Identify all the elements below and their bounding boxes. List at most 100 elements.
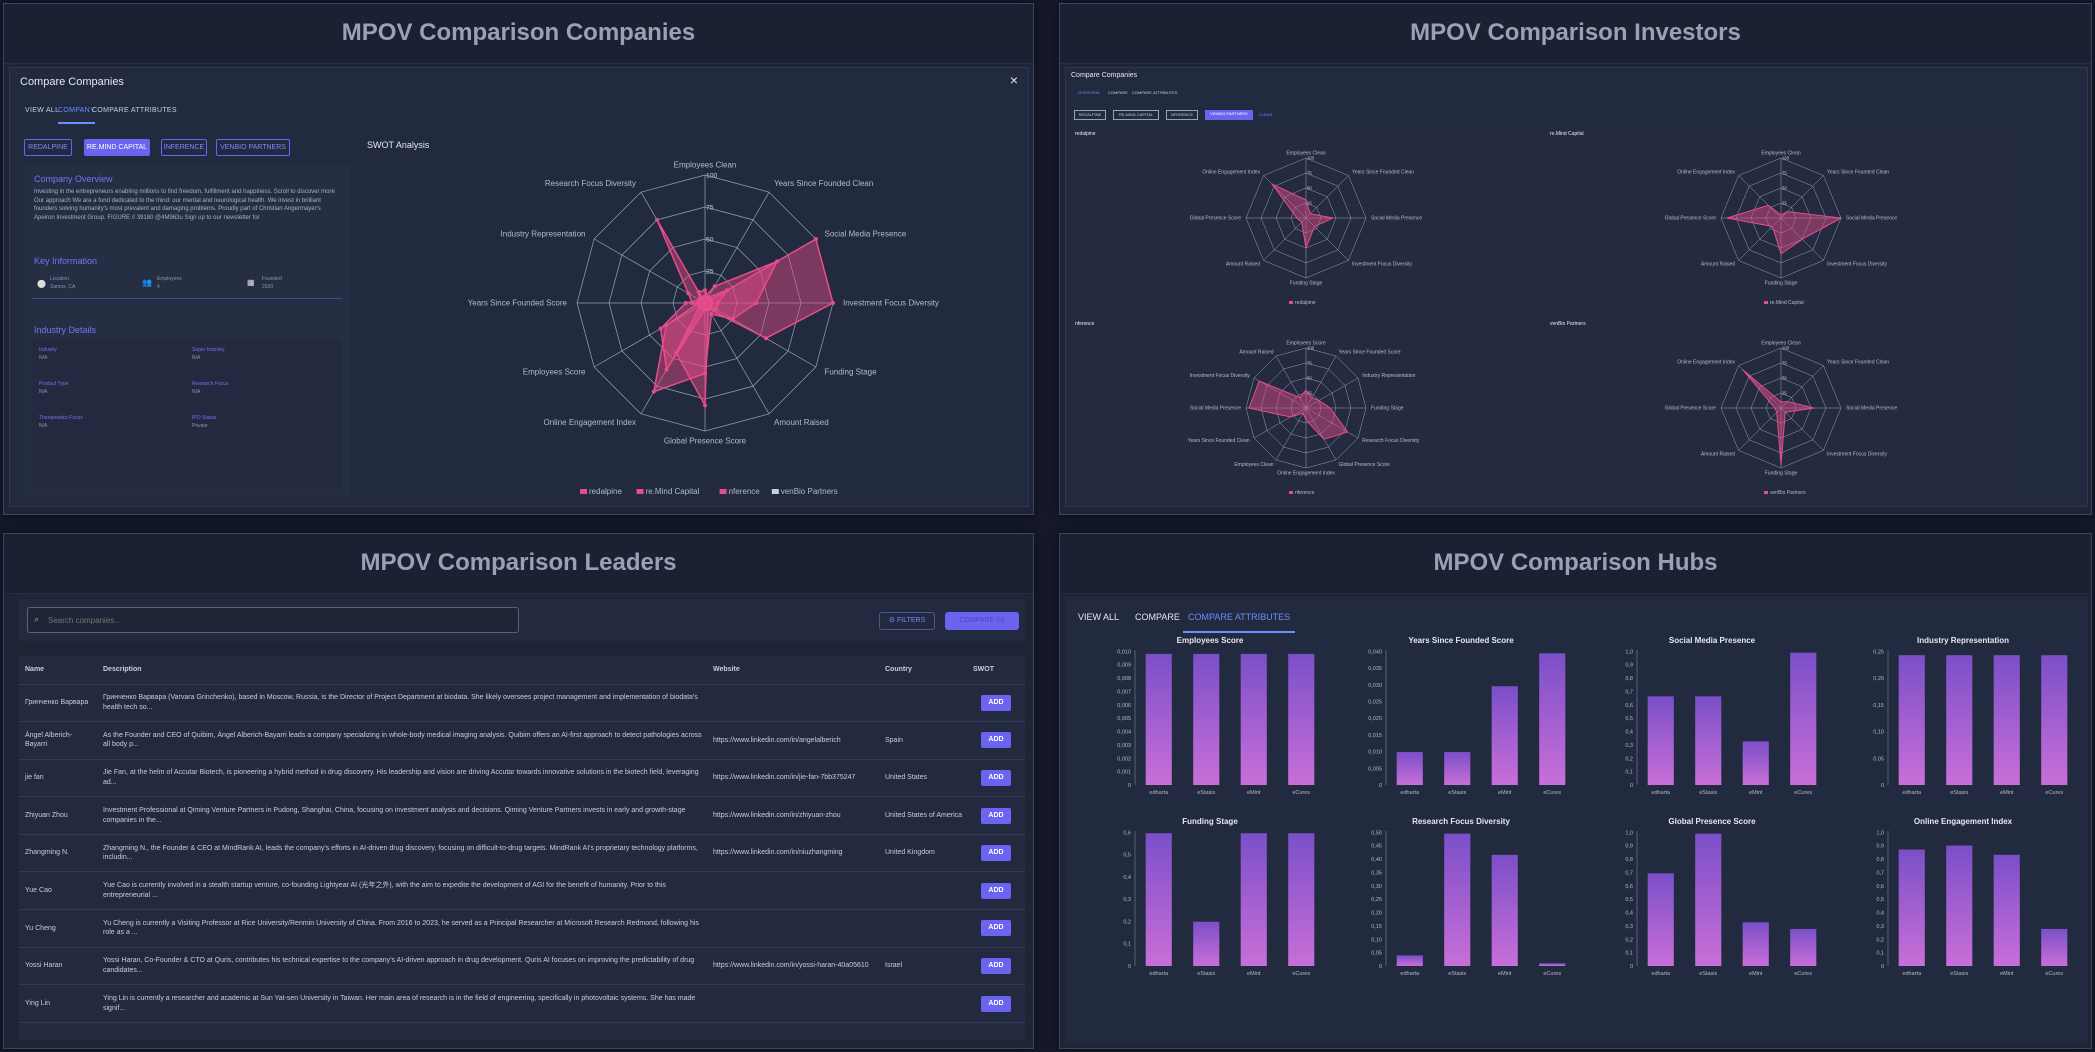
chip-venbio[interactable]: VENBIO PARTNERS [216,139,290,156]
bar[interactable] [1240,653,1267,785]
bar[interactable] [1444,833,1471,966]
tab-compare-attributes[interactable]: COMPARE ATTRIBUTES [1132,90,1178,95]
bar[interactable] [1193,921,1220,966]
tab-view-all[interactable]: VIEW ALL [1078,612,1120,622]
radar-point[interactable] [715,301,720,305]
add-button[interactable]: ADD [981,957,1011,974]
radar-point[interactable] [712,284,717,289]
chip-venbio[interactable]: VENBIO PARTNERS [1205,110,1253,120]
legend-label[interactable]: re.Mind Capital [1770,300,1804,306]
bar[interactable] [1539,963,1566,966]
compare-button[interactable]: COMPARE (0) [945,612,1019,630]
radar-point[interactable] [709,312,714,317]
radar-point[interactable] [703,307,707,312]
chip-redalpine[interactable]: REDALPINE [1074,110,1106,120]
chip-inference[interactable]: INFERENCE [161,139,207,156]
legend-label[interactable]: venBio Partners [781,487,838,496]
radar-point[interactable] [730,317,735,321]
tab-company[interactable]: COMPANY [58,107,95,124]
clear-button[interactable]: CLEAR [1259,112,1273,117]
radar-point[interactable] [706,306,711,311]
add-button[interactable]: ADD [981,845,1011,862]
bar[interactable] [1444,752,1471,785]
leader-website[interactable]: https://www.linkedin.com/in/yossi-haran-… [713,962,869,970]
radar-point[interactable] [686,291,691,296]
bar[interactable] [1288,833,1315,966]
radar-point[interactable] [708,297,713,302]
bar[interactable] [1898,849,1925,966]
bar[interactable] [1396,752,1423,785]
radar-point[interactable] [651,389,656,394]
close-icon[interactable]: × [1009,72,1018,88]
bar[interactable] [2041,655,2068,785]
tab-overview[interactable]: OVERVIEW [1078,90,1100,95]
radar-point[interactable] [703,288,707,293]
bar[interactable] [1790,928,1817,966]
bar[interactable] [1946,655,1973,785]
radar-point[interactable] [775,259,780,264]
legend-label[interactable]: redalpine [1295,300,1316,306]
add-button[interactable]: ADD [981,995,1011,1012]
radar-point[interactable] [697,304,702,309]
bar[interactable] [1993,854,2020,966]
bar[interactable] [1695,833,1722,966]
bar[interactable] [1790,652,1817,785]
bar[interactable] [1491,854,1518,966]
legend-label[interactable]: redalpine [589,487,622,496]
legend-label[interactable]: venBio Partners [1770,490,1806,496]
chip-remind-capital[interactable]: RE.MIND CAPITAL [1113,110,1159,120]
radar-point[interactable] [725,288,730,293]
leader-website[interactable]: https://www.linkedin.com/in/niuzhangming [713,849,843,857]
add-button[interactable]: ADD [981,882,1011,899]
radar-point[interactable] [709,301,714,305]
add-button[interactable]: ADD [981,920,1011,937]
bar[interactable] [1491,686,1518,785]
bar[interactable] [1898,655,1925,785]
add-button[interactable]: ADD [981,769,1011,786]
bar[interactable] [1145,833,1172,966]
legend-label[interactable]: nference [729,487,761,496]
bar[interactable] [1946,845,1973,966]
radar-point[interactable] [831,301,835,305]
add-button[interactable]: ADD [981,732,1011,749]
leader-website[interactable]: https://www.linkedin.com/in/zhiyuan-zhou [713,811,841,819]
leader-website[interactable] [713,910,885,948]
chip-nference[interactable]: NFERENCE [1166,110,1198,120]
tab-compare[interactable]: COMPARE [1108,90,1128,95]
radar-point[interactable] [714,307,719,312]
radar-point[interactable] [658,326,663,331]
table-row[interactable]: Zhiyuan Zhou Investment Professional at Q… [19,797,1025,835]
radar-point[interactable] [683,301,688,305]
radar-point[interactable] [703,371,707,376]
search-field[interactable]: ⌕ [27,607,519,633]
bar[interactable] [1742,741,1769,785]
filters-button[interactable]: ⚙ FILTERS [879,612,935,630]
radar-point[interactable] [813,237,818,241]
legend-label[interactable]: re.Mind Capital [646,487,700,496]
radar-point[interactable] [655,217,659,222]
table-row[interactable]: Zhangming N. Zhangming N., the Founder & … [19,834,1025,872]
table-row[interactable]: Ying Lin Ying Lin is currently a research… [19,985,1025,1023]
bar[interactable] [1240,833,1267,966]
radar-point[interactable] [754,301,759,305]
leader-website[interactable] [713,872,885,910]
bar[interactable] [1288,653,1315,785]
bar[interactable] [1993,655,2020,785]
bar[interactable] [1647,696,1674,785]
add-button[interactable]: ADD [981,694,1011,711]
radar-point[interactable] [696,289,701,294]
tab-view-all[interactable]: VIEW ALL [25,107,60,114]
bar[interactable] [1647,873,1674,966]
radar-point[interactable] [763,336,768,341]
radar-point[interactable] [696,301,701,305]
bar[interactable] [1742,922,1769,966]
bar[interactable] [1539,653,1566,785]
leader-website[interactable] [713,684,885,722]
table-row[interactable]: Гринченко Варвара Гринченко Варвара (Varv… [19,684,1025,722]
tab-compare-attributes[interactable]: COMPARE ATTRIBUTES [1183,612,1296,633]
bar[interactable] [1695,696,1722,785]
table-row[interactable]: Yu Cheng Yu Cheng is currently a Visiting… [19,910,1025,948]
tab-compare[interactable]: COMPARE [1135,612,1180,622]
radar-point[interactable] [703,294,707,299]
radar-point[interactable] [664,367,669,372]
